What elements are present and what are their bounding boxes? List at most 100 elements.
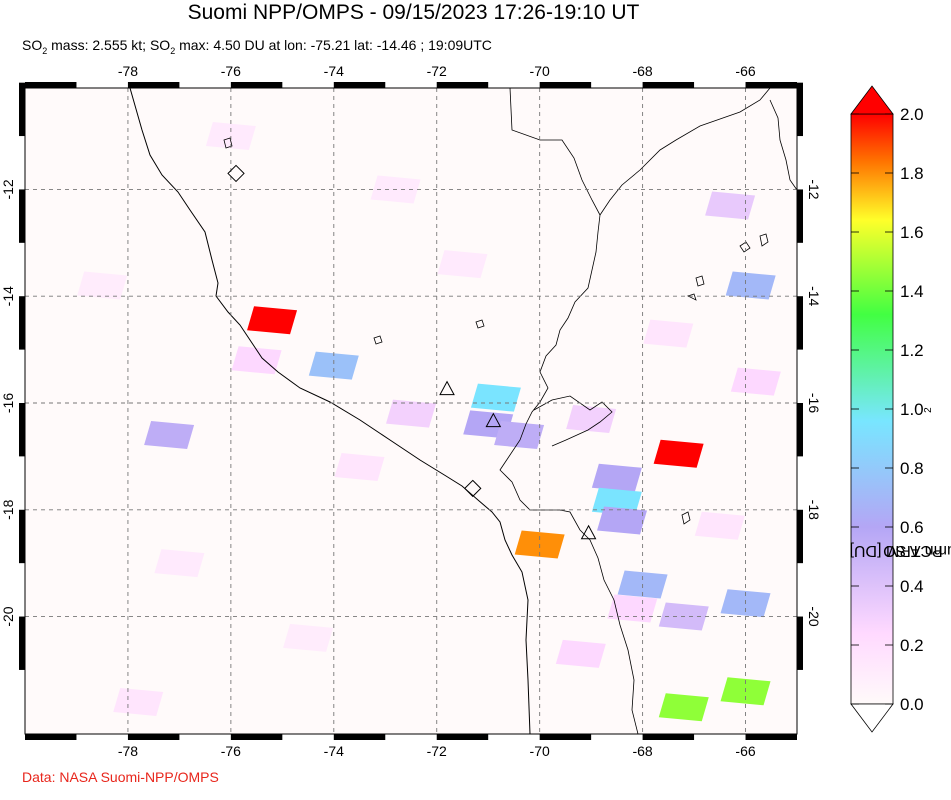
so2-pixel [113,687,164,716]
graticule [25,88,797,734]
frame-segment [19,616,25,670]
lon-tick-label-top: -76 [221,63,241,79]
colorbar: 2.0 1.8 1.6 1.4 1.2 1.0 0.8 0.6 0.4 0.2 0.0 [850,85,924,733]
colorbar-tick-label: 1.6 [900,223,924,242]
frame-segment [19,402,25,457]
so2-pixel [470,383,521,412]
lakes [223,137,769,525]
lon-tick-label-top: -66 [735,63,755,79]
so2-pixel [730,367,781,396]
frame-segment [230,82,283,88]
map-title: Suomi NPP/OMPS - 09/15/2023 17:26-19:10 … [187,1,640,24]
colorbar-ticks: 2.0 1.8 1.6 1.4 1.2 1.0 0.8 0.6 0.4 0.2 0.0 [851,105,924,714]
so2-pixel [77,271,128,300]
frame-segment [797,616,803,670]
frame-segment [436,82,489,88]
frame-segment [797,296,803,350]
frame-segment [797,82,803,137]
lat-tick-label-left: -16 [0,393,16,413]
frame-segment [745,82,797,88]
lon-tick-label-top: -70 [530,63,550,79]
lon-tick-label-top: -68 [632,63,652,79]
frame-segment [25,734,77,740]
frame-segment [333,734,386,740]
colorbar-tick-label: 0.2 [900,636,924,655]
so2-pixel [231,346,282,375]
lon-tick-label-top: -78 [118,63,138,79]
lon-tick-label-bottom: -74 [324,743,344,759]
lon-tick-label-top: -72 [427,63,447,79]
lat-tick-label-left: -18 [0,499,16,519]
lon-tick-label-top: -74 [324,63,344,79]
so2-pixel [591,463,642,492]
lon-tick-label-bottom: -76 [221,743,241,759]
frame-segment [19,509,25,564]
frame-segment [19,189,25,243]
so2-pixel [643,319,694,348]
lat-tick-label-right: -14 [806,286,822,306]
so2-pixel-layer [77,122,781,722]
so2-pixel [247,306,298,335]
lat-tick-label-left: -20 [0,606,16,626]
so2-pixel [334,453,385,482]
volcano-diamond-icon [464,479,482,498]
country-borders [499,88,797,734]
so2-pixel [694,511,745,540]
frame-segment [642,734,695,740]
lon-tick-label-bottom: -68 [632,743,652,759]
so2-pixel [437,250,488,279]
lat-tick-label-left: -14 [0,286,16,306]
frame-segment [19,296,25,350]
volcano-markers [227,164,597,540]
colorbar-tick-label: 1.0 [900,400,924,419]
coastline [129,88,531,734]
colorbar-tick-label: 1.4 [900,282,924,301]
colorbar-tick-label: 1.2 [900,341,924,360]
so2-pixel [566,405,617,434]
frame-segment [539,82,592,88]
so2-pixel [597,506,648,535]
lon-tick-label-bottom: -78 [118,743,138,759]
map-subtitle: SO2 mass: 2.555 kt; SO2 max: 4.50 DU at … [22,37,492,56]
axis-labels: -78 -78 -76 -76 -74 -74 -72 -72 -70 -70 -68 -68 -66 -… [0,63,822,759]
frame-segment [25,82,77,88]
frame-segment [797,509,803,564]
so2-pixel [653,439,704,468]
frame-segment [436,734,489,740]
so2-pixel [705,191,756,220]
colorbar-tick-label: 0.4 [900,577,924,596]
volcano-triangle-icon [439,380,455,396]
frame-segment [539,734,592,740]
so2-pixel [386,399,436,428]
lat-tick-label-left: -12 [0,179,16,199]
frame-segment [642,82,695,88]
lon-tick-label-bottom: -70 [530,743,550,759]
frame-segment [230,734,283,740]
data-credit: Data: NASA Suomi-NPP/OMPS [22,769,219,785]
lat-tick-label-right: -20 [806,606,822,626]
so2-pixel [494,421,545,450]
frame-segment [797,189,803,243]
frame-segment [333,82,386,88]
so2-pixel [283,623,334,652]
so2-pixel [144,421,195,450]
frame-segment [127,734,180,740]
so2-pixel [658,693,709,722]
so2-pixel [607,594,658,623]
so2-pixel [154,549,205,578]
colorbar-tick-label: 2.0 [900,105,924,124]
lat-tick-label-right: -12 [806,179,822,199]
lat-tick-label-right: -16 [806,393,822,413]
frame-segment [19,82,25,137]
frame-segment [797,402,803,457]
so2-pixel [555,639,606,668]
colorbar-min-arrow [850,703,894,733]
lon-tick-label-bottom: -72 [427,743,447,759]
volcano-diamond-icon [227,164,245,183]
colorbar-tick-label: 0.8 [900,459,924,478]
volcano-triangle-icon [580,524,597,540]
so2-pixel [308,351,359,380]
volcano-triangle-icon [485,412,502,428]
frame-segment [127,82,180,88]
